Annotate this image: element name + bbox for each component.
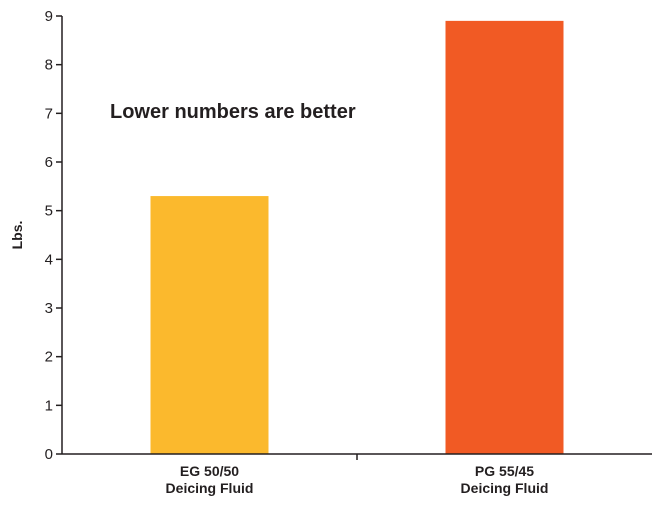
chart-annotation: Lower numbers are better [110,101,356,123]
bar [150,196,269,455]
y-tick-label: 3 [45,300,53,317]
labels-layer: EG 50/50 Deicing Fluid PG 55/45 Deicing Flu… [166,463,549,496]
bar [445,20,564,454]
y-tick-label: 4 [45,251,53,268]
y-tick-label: 8 [45,57,53,74]
x-category-label: EG 50/50 Deicing Fluid [166,463,254,496]
y-tick-label: 2 [45,349,53,366]
y-tick-label: 7 [45,105,53,122]
ticks-layer: 0 1 2 3 4 5 6 7 8 9 [45,8,358,463]
y-tick-label: 6 [45,154,53,171]
y-tick-label: 5 [45,203,53,220]
y-tick-label: 1 [45,397,53,414]
y-tick-label: 9 [45,8,53,25]
bars-layer [150,20,564,455]
y-axis-title: Lbs. [9,221,25,250]
y-tick-label: 0 [45,446,53,463]
x-category-label: PG 55/45 Deicing Fluid [461,463,549,496]
